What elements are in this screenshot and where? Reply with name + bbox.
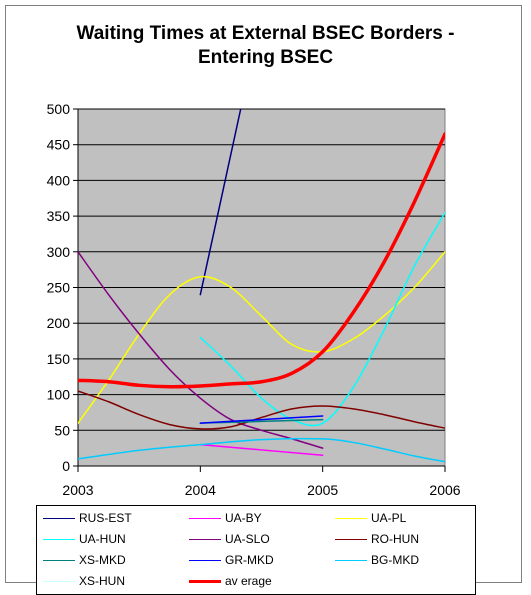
legend-label-gr-mkd: GR-MKD — [225, 553, 274, 567]
legend-swatch-bg-mkd — [335, 559, 367, 561]
chart-title-line-1: Waiting Times at External BSEC Borders - — [76, 23, 455, 44]
legend-swatch-ua-by — [189, 517, 221, 519]
legend-swatch-gr-mkd — [189, 559, 221, 561]
y-tick-label-100: 100 — [47, 387, 71, 403]
legend-item-av-erage: av erage — [189, 571, 272, 591]
series-line-rus-est — [199, 109, 242, 296]
legend-label-ua-hun: UA-HUN — [79, 532, 126, 546]
series-line-gr-mkd — [199, 415, 324, 424]
legend-label-xs-hun: XS-HUN — [79, 574, 126, 588]
y-tick-label-200: 200 — [47, 315, 71, 331]
series-line-ua-hun — [199, 211, 445, 427]
legend-item-bg-mkd: BG-MKD — [335, 550, 419, 570]
x-tick-label-2004: 2004 — [185, 482, 216, 498]
legend-label-ua-slo: UA-SLO — [225, 532, 270, 546]
chart-title: Waiting Times at External BSEC Borders -… — [0, 22, 531, 70]
legend-swatch-rus-est — [43, 517, 75, 519]
legend-item-ua-by: UA-BY — [189, 508, 262, 528]
chart-title-line-2: Entering BSEC — [197, 47, 334, 68]
y-tick-label-150: 150 — [47, 351, 71, 367]
series-line-ro-hun — [78, 390, 445, 430]
legend-item-xs-mkd: XS-MKD — [43, 550, 126, 570]
legend-label-rus-est: RUS-EST — [79, 511, 132, 525]
legend-swatch-av-erage — [189, 579, 221, 583]
series-line-av-erage — [78, 132, 445, 389]
y-tick-label-450: 450 — [47, 137, 71, 153]
x-tick-label-2005: 2005 — [307, 482, 338, 498]
legend-item-ua-pl: UA-PL — [335, 508, 406, 528]
x-tick-label-2003: 2003 — [62, 482, 93, 498]
legend-label-ua-by: UA-BY — [225, 511, 262, 525]
y-tick-label-350: 350 — [47, 208, 71, 224]
legend-label-ro-hun: RO-HUN — [371, 532, 419, 546]
series-line-bg-mkd — [78, 437, 445, 463]
series-line-ua-by — [199, 443, 324, 457]
legend-swatch-ua-hun — [43, 538, 75, 540]
legend-item-ua-hun: UA-HUN — [43, 529, 126, 549]
y-tick-label-500: 500 — [47, 101, 71, 117]
legend-swatch-xs-hun — [43, 580, 75, 582]
legend-item-xs-hun: XS-HUN — [43, 571, 125, 591]
series-line-ua-slo — [78, 251, 324, 449]
y-tick-label-250: 250 — [47, 280, 71, 296]
legend-swatch-ua-slo — [189, 538, 221, 540]
legend-swatch-ro-hun — [335, 538, 367, 540]
legend-item-rus-est: RUS-EST — [43, 508, 132, 528]
legend-label-ua-pl: UA-PL — [371, 511, 407, 525]
y-tick-label-0: 0 — [62, 458, 70, 474]
y-tick-label-300: 300 — [47, 244, 71, 260]
legend: RUS-EST UA-BY UA-PL UA-HUN UA-SLO RO-HUN XS-MK… — [36, 505, 476, 595]
y-tick-label-50: 50 — [54, 422, 70, 438]
legend-item-ua-slo: UA-SLO — [189, 529, 270, 549]
legend-item-ro-hun: RO-HUN — [335, 529, 419, 549]
legend-label-av-erage: av erage — [225, 574, 272, 588]
legend-swatch-xs-mkd — [43, 559, 75, 561]
y-tick-label-400: 400 — [47, 172, 71, 188]
legend-item-gr-mkd: GR-MKD — [189, 550, 274, 570]
legend-label-bg-mkd: BG-MKD — [371, 553, 419, 567]
legend-swatch-ua-pl — [335, 517, 367, 519]
x-tick-label-2006: 2006 — [429, 482, 460, 498]
legend-label-xs-mkd: XS-MKD — [79, 553, 126, 567]
